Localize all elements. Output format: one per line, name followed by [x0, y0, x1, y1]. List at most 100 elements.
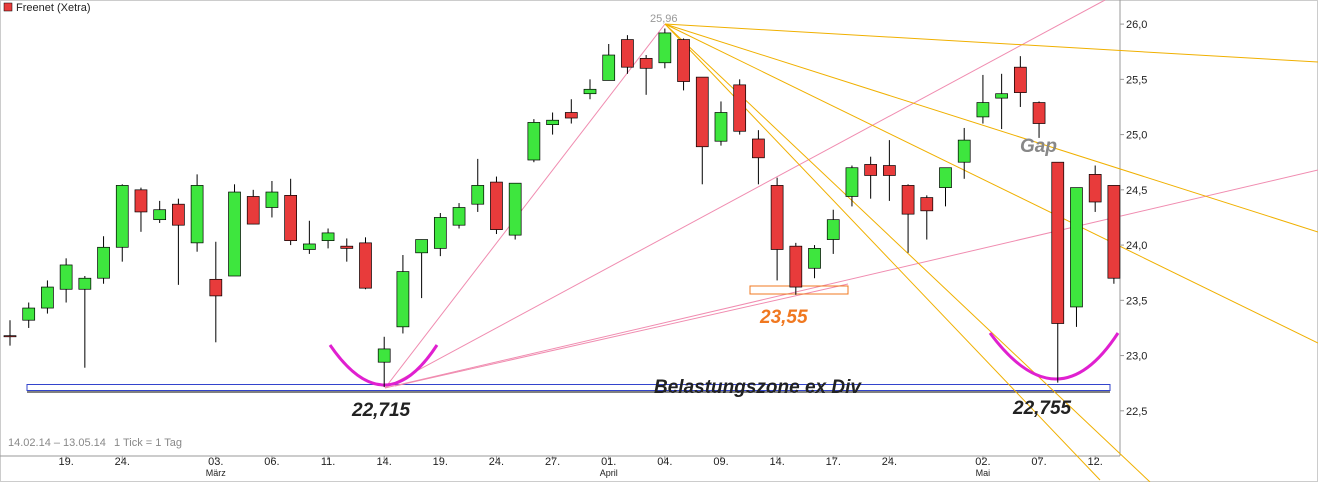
- candle-body: [190, 185, 204, 244]
- candle-body: [826, 219, 840, 240]
- trend-line: [664, 23, 1318, 233]
- candle-body: [658, 32, 672, 64]
- candle-body: [527, 122, 541, 161]
- candle-body: [901, 185, 915, 215]
- x-tick-label: 02.: [975, 456, 990, 468]
- x-tick-label: 09.: [713, 456, 728, 468]
- trend-line: [664, 23, 1318, 63]
- candle-body: [639, 57, 653, 69]
- candle-body: [864, 164, 878, 176]
- candle-body: [303, 243, 316, 250]
- y-tick-label: 23,0: [1126, 351, 1147, 363]
- candle-body: [265, 191, 279, 208]
- candle-body: [284, 195, 297, 242]
- candles: [3, 28, 1121, 388]
- candle-body: [1107, 185, 1121, 279]
- candle-body: [415, 239, 428, 254]
- candle-body: [695, 76, 709, 148]
- x-tick-label: 03.: [208, 456, 223, 468]
- date-range: 14.02.14 – 13.05.14: [8, 437, 106, 449]
- candle-body: [97, 246, 110, 279]
- candle-body: [246, 196, 260, 225]
- candle-body: [808, 248, 821, 269]
- x-tick-label: 11.: [321, 456, 335, 468]
- candle-body: [433, 217, 447, 249]
- x-tick-label: 07.: [1031, 456, 1046, 468]
- candle-body: [770, 185, 784, 250]
- legend-label: Freenet (Xetra): [16, 2, 91, 14]
- candle-body: [78, 277, 92, 290]
- trend-line: [384, 23, 666, 389]
- candle-body: [995, 93, 1008, 99]
- candle-body: [883, 165, 896, 176]
- month-label: April: [600, 468, 618, 478]
- x-tick-label: 24.: [115, 456, 130, 468]
- x-tick-label: 24.: [489, 456, 504, 468]
- candle-body: [3, 335, 17, 338]
- y-tick-label: 24,0: [1126, 240, 1147, 252]
- x-tick-label: 14.: [377, 456, 392, 468]
- annotation: 22,755: [1012, 398, 1072, 419]
- tick-note: 1 Tick = 1 Tag: [114, 437, 182, 449]
- x-tick-label: 01.: [601, 456, 616, 468]
- y-tick-label: 22,5: [1126, 406, 1147, 418]
- candle-body: [976, 102, 990, 118]
- x-tick-label: 24.: [882, 456, 897, 468]
- candle-body: [22, 307, 36, 321]
- annotation: Belastungszone ex Div: [654, 377, 862, 398]
- candle-body: [602, 54, 616, 81]
- candle-body: [1088, 174, 1102, 203]
- support-zone: [26, 384, 1111, 391]
- candle-body: [41, 286, 54, 309]
- candle-body: [59, 264, 73, 290]
- trend-line: [384, 169, 1318, 389]
- candle-body: [359, 242, 372, 289]
- candle-body: [396, 271, 410, 328]
- candle-body: [1070, 187, 1083, 308]
- legend-swatch: [3, 2, 13, 12]
- annotation: Gap: [1020, 136, 1057, 157]
- y-tick-label: 25,0: [1126, 130, 1147, 142]
- month-label: Mai: [976, 468, 991, 478]
- candle-body: [920, 197, 934, 212]
- candle-body: [714, 112, 728, 142]
- annotation: 22,715: [351, 400, 411, 421]
- candle-body: [490, 181, 503, 230]
- bottom-arc: [988, 332, 1120, 381]
- candle-body: [452, 207, 466, 226]
- trend-lines: [26, 0, 1318, 482]
- candle-body: [752, 138, 765, 159]
- x-tick-label: 17.: [826, 456, 841, 468]
- candle-body: [677, 39, 690, 82]
- x-tick-label: 19.: [433, 456, 448, 468]
- candle-body: [508, 182, 522, 236]
- x-tick-label: 12.: [1088, 456, 1103, 468]
- candle-body: [340, 245, 354, 249]
- candle-body: [957, 139, 971, 163]
- x-tick-label: 14.: [769, 456, 784, 468]
- y-tick-label: 23,5: [1126, 295, 1147, 307]
- candle-body: [939, 167, 952, 188]
- candle-body: [583, 88, 597, 95]
- y-tick-label: 25,5: [1126, 74, 1147, 86]
- candle-body: [321, 232, 335, 242]
- candle-body: [1051, 161, 1065, 324]
- candle-body: [546, 119, 559, 125]
- candle-body: [845, 167, 859, 197]
- y-tick-label: 24,5: [1126, 185, 1147, 197]
- y-tick-label: 26,0: [1126, 19, 1147, 31]
- trend-line: [384, 0, 1106, 389]
- candle-body: [1032, 102, 1046, 124]
- x-tick-label: 04.: [657, 456, 672, 468]
- x-tick-label: 19.: [58, 456, 73, 468]
- candle-body: [134, 189, 148, 213]
- candle-body: [377, 348, 391, 363]
- candle-body: [172, 203, 185, 226]
- candle-body: [1013, 66, 1027, 93]
- candle-body: [564, 112, 578, 119]
- trend-line: [394, 283, 849, 387]
- candle-body: [621, 39, 634, 68]
- candle-body: [228, 191, 241, 277]
